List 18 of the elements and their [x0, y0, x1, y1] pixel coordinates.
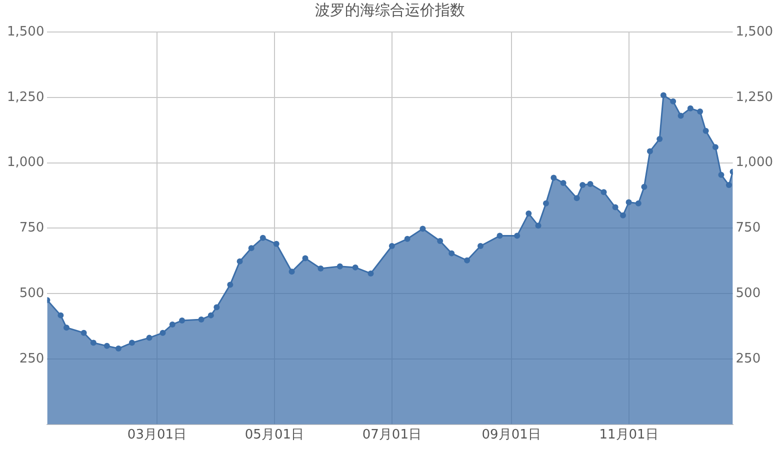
chart-title: 波罗的海综合运价指数: [315, 0, 465, 19]
y-tick-label: 750: [19, 220, 44, 236]
y2-tick-label: 250: [736, 351, 761, 366]
x-tick-label: 03月01日: [127, 428, 187, 443]
x-tick-label: 07月01日: [362, 428, 422, 443]
x-tick-label: 09月01日: [482, 428, 541, 443]
y2-tick-label: 500: [736, 286, 761, 301]
y-tick-label: 500: [19, 286, 44, 301]
y2-tick-label: 1,000: [736, 155, 773, 170]
y-tick-label: 1,000: [7, 155, 44, 170]
y-tick-label: 1,500: [7, 24, 44, 40]
y2-tick-label: 1,250: [736, 90, 773, 105]
x-tick-label: 11月01日: [599, 428, 658, 443]
y2-tick-label: 750: [736, 220, 761, 236]
y-tick-label: 250: [19, 351, 44, 366]
y2-tick-label: 1,500: [736, 24, 773, 40]
x-tick-label: 05月01日: [244, 428, 304, 443]
y-tick-label: 1,250: [7, 90, 44, 105]
